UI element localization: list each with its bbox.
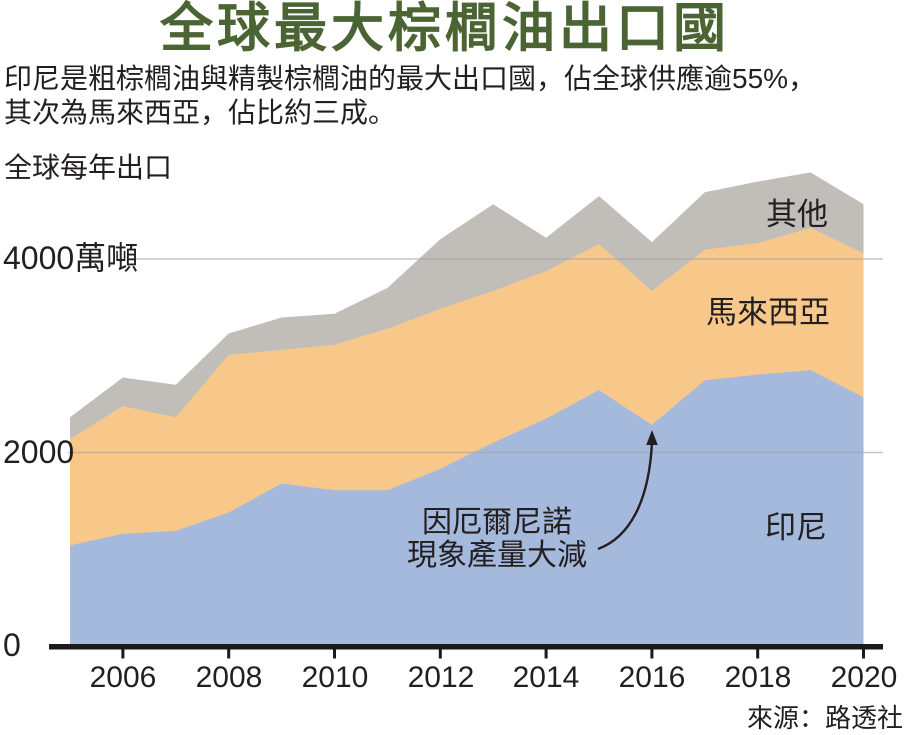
- x-tick-label-2010: 2010: [301, 661, 369, 694]
- x-tick-2008: [227, 649, 231, 659]
- x-tick-2014: [544, 649, 548, 659]
- x-tick-label-2020: 2020: [830, 661, 898, 694]
- x-tick-label-2012: 2012: [407, 661, 475, 694]
- x-tick-2006: [121, 649, 125, 659]
- x-tick-label-2014: 2014: [512, 661, 580, 694]
- x-axis-line: [49, 644, 883, 650]
- y-tick-label-0: 0: [3, 627, 21, 663]
- x-tick-2016: [650, 649, 654, 659]
- subtitle-line-1: 印尼是粗棕櫚油與精製棕櫚油的最大出口國，佔全球供應逾55%，: [4, 63, 817, 94]
- annotation-arrow: [597, 430, 658, 551]
- source-credit: 來源：路透社: [746, 704, 903, 733]
- page-title: 全球最大棕櫚油出口國: [160, 0, 730, 58]
- y-tick-label-2000: 2000: [3, 434, 75, 470]
- area-indonesia: [70, 370, 864, 646]
- y-axis-unit-label: 全球每年出口: [4, 152, 173, 183]
- x-tick-label-2018: 2018: [724, 661, 792, 694]
- x-tick-label-2016: 2016: [618, 661, 686, 694]
- area-series: [70, 172, 864, 646]
- x-tick-2020: [862, 649, 865, 659]
- arrow-head: [646, 430, 658, 445]
- x-tick-2010: [333, 649, 336, 659]
- x-tick-2018: [756, 649, 760, 659]
- x-axis: [49, 644, 883, 659]
- x-tick-label-2008: 2008: [195, 661, 263, 694]
- series-label-others: 其他: [766, 197, 828, 232]
- annotation-line-1: 因厄爾尼諾: [422, 506, 572, 539]
- el-nino-annotation: 因厄爾尼諾 現象產量大減: [407, 506, 587, 572]
- x-tick-label-2006: 2006: [89, 661, 157, 694]
- series-label-indonesia: 印尼: [765, 510, 827, 545]
- subtitle: 印尼是粗棕櫚油與精製棕櫚油的最大出口國，佔全球供應逾55%， 其次為馬來西亞，佔…: [4, 62, 816, 130]
- gridlines: [68, 258, 883, 454]
- annotation-line-2: 現象產量大減: [407, 539, 587, 572]
- subtitle-line-2: 其次為馬來西亞，佔比約三成。: [4, 97, 397, 128]
- x-tick-2012: [438, 649, 442, 659]
- y-tick-label-4000: 4000萬噸: [3, 240, 139, 276]
- arrow-curve: [597, 441, 654, 551]
- series-label-malaysia: 馬來西亞: [706, 295, 830, 330]
